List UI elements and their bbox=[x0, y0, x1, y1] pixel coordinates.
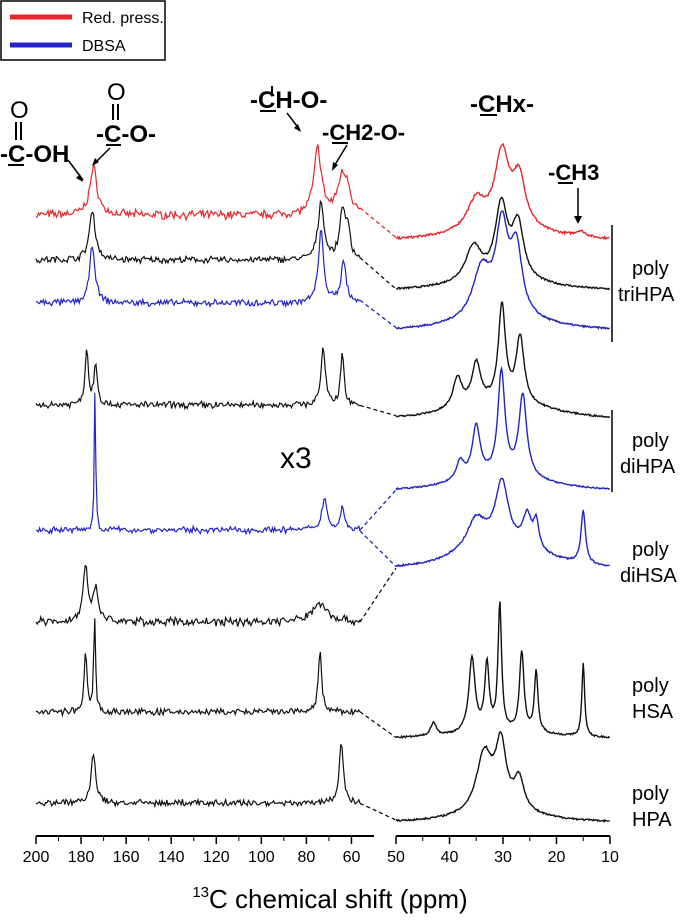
break-connector-3 bbox=[359, 299, 397, 329]
x-axis: 200 180 160 140 120 100 80 60 50 40 30 20 10 13C che… bbox=[23, 835, 619, 914]
group-label-hpa-line1: poly bbox=[632, 783, 669, 805]
tick-left-160-label: 160 bbox=[113, 849, 140, 866]
group-label-dihpa-line2: diHPA bbox=[620, 456, 676, 478]
annotation-ch3: -CH3 bbox=[548, 160, 599, 224]
x-axis-title-superscript: 13 bbox=[192, 884, 209, 901]
annotation-ch3-arrowhead bbox=[574, 216, 582, 224]
annotation-chx-label: -CHx- bbox=[470, 91, 534, 118]
group-labels: poly triHPA poly diHPA poly diHSA poly H… bbox=[618, 258, 677, 831]
spectrum-left-6 bbox=[35, 392, 361, 536]
group-label-hsa-line1: poly bbox=[632, 675, 669, 697]
break-connector-dihsa bbox=[359, 567, 397, 623]
tick-left-140-label: 140 bbox=[158, 849, 185, 866]
annotation-cho-arrowhead bbox=[294, 124, 301, 132]
annotation-coo-oxygen: O bbox=[107, 79, 126, 106]
tick-right-10-label: 10 bbox=[601, 849, 619, 866]
x-axis-ticks: 200 180 160 140 120 100 80 60 50 40 30 20 10 bbox=[23, 836, 619, 866]
legend: Red. press. DBSA bbox=[0, 0, 166, 61]
annotation-chx: -CHx- bbox=[470, 91, 534, 118]
spectrum-right-3 bbox=[395, 210, 611, 330]
annotation-cooh-label: -C-OH bbox=[0, 141, 69, 168]
spectrum-right-1 bbox=[395, 142, 610, 241]
magnification-label: x3 bbox=[280, 442, 312, 475]
spectrum-right-2 bbox=[395, 196, 611, 291]
group-label-dihpa-line1: poly bbox=[632, 430, 669, 452]
break-connector-2 bbox=[359, 257, 397, 290]
break-connector-6 bbox=[359, 530, 397, 568]
spectrum-right-8 bbox=[395, 601, 611, 739]
spectrum-right-6 bbox=[395, 477, 610, 568]
tick-right-20-label: 20 bbox=[548, 849, 566, 866]
group-label-trihpa-line1: poly bbox=[632, 258, 669, 280]
group-label-dihsa-line2: diHSA bbox=[620, 565, 677, 587]
spectrum-left-4 bbox=[35, 347, 361, 411]
annotation-cho: -CH-O- bbox=[250, 86, 327, 132]
peak-annotations: O -C-OH O -C-O- -CH-O- -CH2 bbox=[0, 79, 599, 224]
tick-left-80-label: 80 bbox=[298, 849, 316, 866]
tick-left-100-label: 100 bbox=[248, 849, 275, 866]
legend-label-blue: DBSA bbox=[82, 38, 126, 55]
group-label-trihpa-line2: triHPA bbox=[618, 284, 675, 306]
spectrum-right-5 bbox=[395, 365, 611, 491]
annotation-coo-arrowhead bbox=[92, 158, 99, 166]
annotation-cooh-arrowhead bbox=[76, 174, 83, 182]
spectra-traces bbox=[35, 142, 611, 823]
tick-right-50-label: 50 bbox=[387, 849, 405, 866]
tick-left-180-label: 180 bbox=[68, 849, 95, 866]
tick-left-200-label: 200 bbox=[23, 849, 50, 866]
spectrum-left-2 bbox=[35, 200, 361, 265]
break-connector-1 bbox=[359, 207, 397, 238]
spectrum-right-4 bbox=[395, 301, 611, 419]
annotation-cooh-oxygen: O bbox=[10, 97, 29, 124]
tick-right-30-label: 30 bbox=[494, 849, 512, 866]
annotation-cho-label: -CH-O- bbox=[250, 87, 327, 114]
annotation-ch2o-arrowhead bbox=[332, 162, 338, 171]
break-connector-x3-dbsa bbox=[359, 489, 397, 531]
spectrum-left-3 bbox=[35, 229, 361, 309]
break-connector-9 bbox=[359, 802, 397, 821]
spectrum-left-9 bbox=[35, 744, 361, 809]
legend-label-red: Red. press. bbox=[82, 10, 164, 27]
spectrum-left-1 bbox=[35, 144, 361, 222]
spectrum-left-7 bbox=[35, 564, 361, 628]
annotation-ch3-label: -CH3 bbox=[548, 160, 599, 185]
tick-left-120-label: 120 bbox=[203, 849, 230, 866]
break-connector-8 bbox=[359, 711, 397, 739]
annotation-ch2o: -CH2-O- bbox=[322, 120, 405, 171]
group-label-hpa-line2: HPA bbox=[632, 809, 672, 831]
tick-left-60-label: 60 bbox=[343, 849, 361, 866]
spectrum-left-8 bbox=[35, 618, 361, 718]
legend-box bbox=[0, 0, 166, 61]
tick-right-40-label: 40 bbox=[441, 849, 459, 866]
annotation-coo: O -C-O- bbox=[92, 79, 156, 166]
x-axis-title-text: C chemical shift (ppm) bbox=[209, 884, 468, 914]
break-connector-4 bbox=[359, 404, 397, 417]
annotation-coo-label: -C-O- bbox=[96, 121, 156, 148]
spectrum-right-9 bbox=[396, 731, 611, 823]
annotation-cooh: O -C-OH bbox=[0, 97, 84, 182]
annotation-ch2o-label: -CH2-O- bbox=[322, 120, 405, 145]
x-axis-title: 13C chemical shift (ppm) bbox=[192, 884, 467, 914]
group-label-dihsa-line1: poly bbox=[632, 539, 669, 561]
group-label-hsa-line2: HSA bbox=[632, 701, 674, 723]
